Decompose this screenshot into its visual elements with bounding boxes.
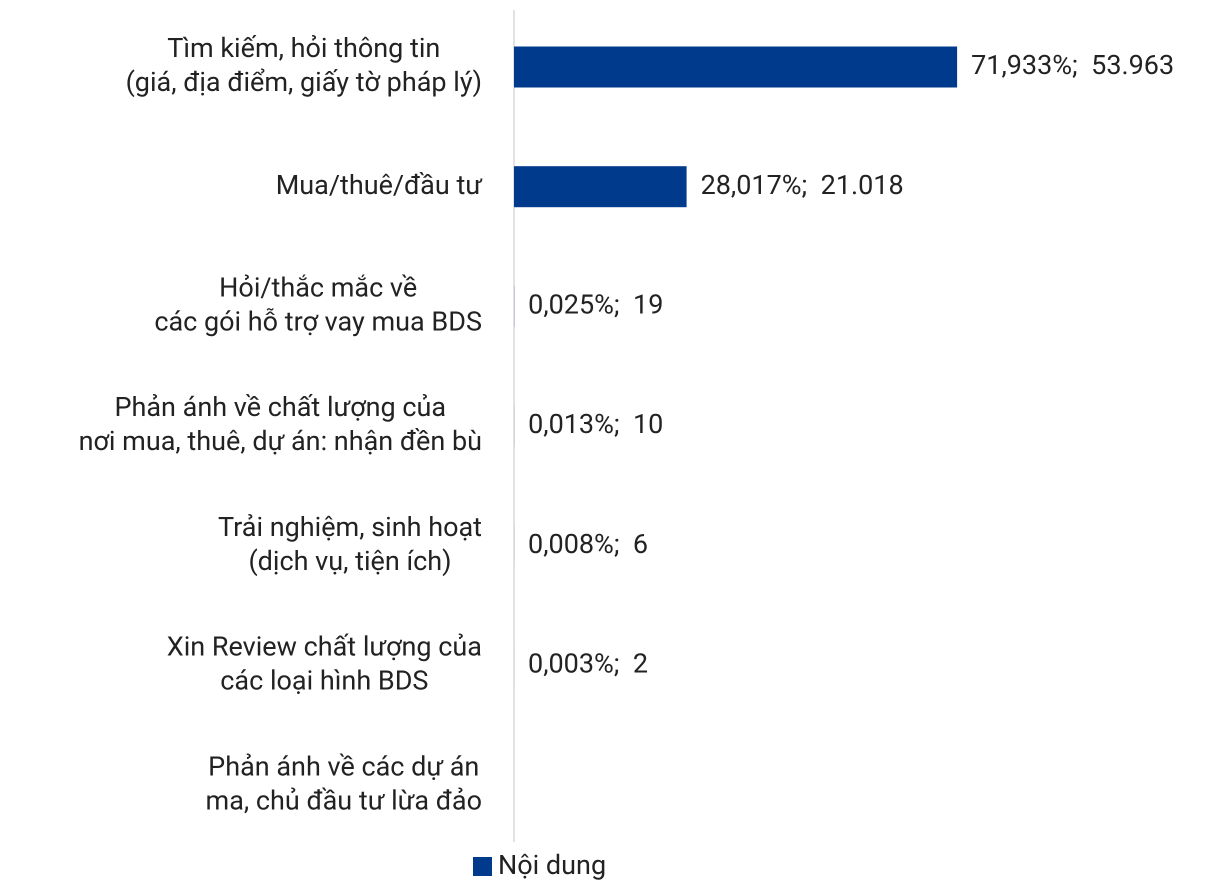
- legend-swatch: [473, 857, 492, 876]
- bar: [514, 46, 958, 88]
- data-label: 71,933%; 53.963: [971, 49, 1174, 81]
- category-label: Trải nghiệm, sinh hoạt: [218, 511, 482, 543]
- category-label: Phản ánh về chất lượng của: [114, 391, 446, 423]
- category-label: Hỏi/thắc mắc về: [219, 272, 417, 304]
- category-label: ma, chủ đầu tư lừa đảo: [206, 784, 482, 816]
- category-label: Phản ánh về các dự án: [208, 750, 479, 782]
- legend-label: Nội dung: [498, 849, 606, 881]
- category-label: nơi mua, thuê, dự án: nhận đền bù: [79, 425, 482, 457]
- category-label: (dịch vụ, tiện ích): [248, 545, 451, 577]
- data-label: 28,017%; 21.018: [701, 169, 904, 201]
- category-label: (giá, địa điểm, giấy tờ pháp lý): [126, 66, 482, 98]
- data-label: 0,025%; 19: [528, 289, 663, 321]
- category-label: các gói hỗ trợ vay mua BDS: [154, 306, 482, 338]
- category-label: các loại hình BDS: [220, 665, 428, 697]
- data-label: 0,003%; 2: [528, 648, 648, 680]
- data-label: 0,008%; 6: [528, 528, 648, 560]
- category-label: Tìm kiếm, hỏi thông tin: [167, 32, 440, 64]
- data-label: 0,013%; 10: [528, 408, 663, 440]
- category-label: Xin Review chất lượng của: [167, 631, 482, 663]
- bar: [514, 166, 687, 208]
- category-label: Mua/thuê/đầu tư: [276, 169, 484, 201]
